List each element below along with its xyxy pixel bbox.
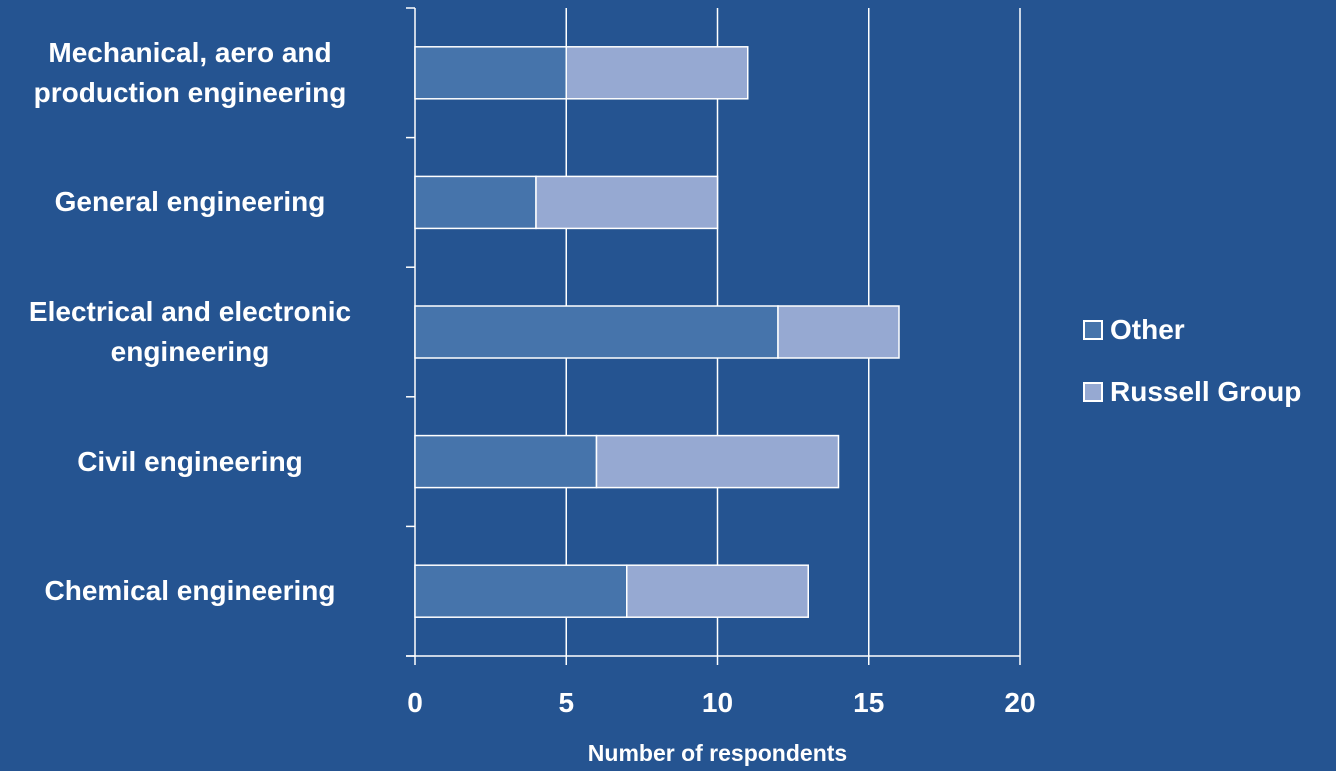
category-label: Civil engineering	[77, 445, 303, 477]
legend-swatch	[1083, 382, 1103, 402]
category-label: Chemical engineering	[44, 575, 336, 607]
bar-other-1	[414, 175, 537, 230]
x-tick-label: 5	[558, 687, 575, 718]
bar-other-0	[414, 46, 567, 100]
bar-russell-group-2	[777, 305, 900, 359]
bar-other-4	[414, 564, 628, 618]
bar-russell-group-0	[565, 46, 749, 100]
legend-swatch	[1083, 320, 1103, 340]
legend-item: Other	[1083, 310, 1301, 350]
bar-russell-group-1	[535, 175, 719, 230]
bar-other-3	[414, 434, 598, 489]
x-tick-label: 10	[701, 687, 734, 718]
x-tick-label: 20	[1004, 687, 1036, 718]
legend-label: Other	[1110, 314, 1185, 345]
bar-russell-group-3	[595, 434, 840, 489]
x-tick-label: 15	[853, 687, 885, 718]
legend: Other Russell Group	[1083, 310, 1301, 434]
x-tick-label: 0	[407, 687, 423, 718]
bar-russell-group-4	[626, 564, 809, 618]
x-axis-title: Number of respondents	[587, 740, 848, 766]
category-label: Mechanical, aero and production engineer…	[33, 36, 347, 108]
legend-item: Russell Group	[1083, 372, 1301, 412]
category-label: Electrical and electronic engineering	[28, 296, 352, 367]
category-label: General engineering	[54, 186, 326, 218]
bar-other-2	[414, 305, 779, 359]
legend-label: Russell Group	[1110, 376, 1302, 407]
